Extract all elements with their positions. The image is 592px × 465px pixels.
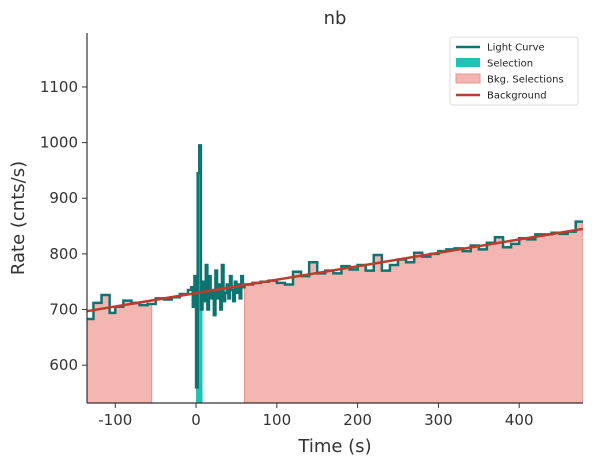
legend-label: Bkg. Selections <box>487 75 564 86</box>
legend-label: Selection <box>487 59 533 70</box>
y-tick-label: 1000 <box>40 134 78 152</box>
x-tick-label: 100 <box>263 411 292 429</box>
x-tick-label: -100 <box>98 411 132 429</box>
legend-label: Light Curve <box>487 43 545 54</box>
legend-swatch <box>456 58 480 67</box>
y-axis-label: Rate (cnts/s) <box>8 161 29 275</box>
bkg-selection <box>243 221 583 403</box>
y-tick-label: 600 <box>49 356 78 374</box>
y-tick-label: 700 <box>49 301 78 319</box>
legend-box <box>449 36 579 106</box>
legend-swatch <box>455 73 481 84</box>
y-tick-label: 800 <box>49 245 78 263</box>
x-tick-label: 0 <box>191 411 201 429</box>
x-tick-label: 400 <box>505 411 534 429</box>
legend-label: Background <box>487 91 547 102</box>
y-tick-label: 900 <box>49 189 78 207</box>
chart-title: nb <box>324 8 347 29</box>
x-axis-label: Time (s) <box>297 436 371 457</box>
x-tick-label: 200 <box>343 411 372 429</box>
y-tick-label: 1100 <box>40 78 78 96</box>
background-line <box>87 227 583 313</box>
bkg-selection <box>87 294 153 403</box>
x-tick-label: 300 <box>424 411 453 429</box>
plot-area <box>87 144 583 403</box>
